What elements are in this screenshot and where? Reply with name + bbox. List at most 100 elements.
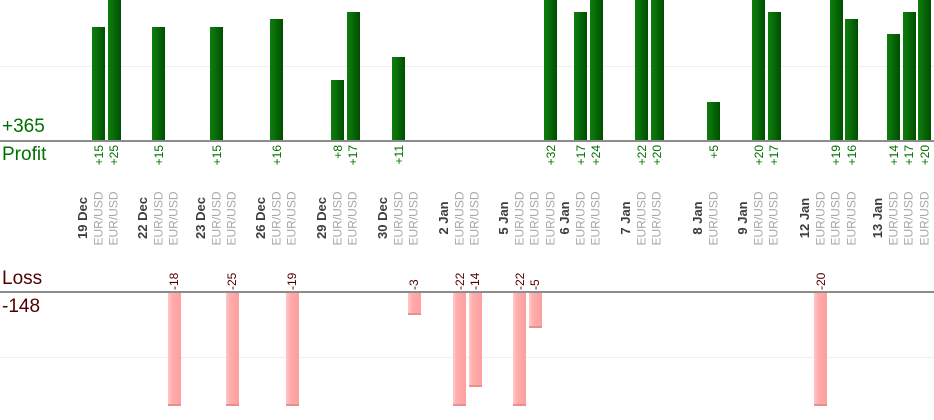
symbol-label: EUR/USD bbox=[106, 191, 121, 246]
symbol-label: EUR/USD bbox=[269, 191, 283, 246]
profit-bar bbox=[92, 27, 105, 140]
date-label: 5 Jan bbox=[496, 201, 511, 235]
bar-value-label: +15 bbox=[209, 145, 224, 166]
date-label: 9 Jan bbox=[735, 201, 750, 235]
symbol-label: EUR/USD bbox=[91, 191, 105, 246]
profit-bar bbox=[650, 0, 664, 140]
symbol-label: EUR/USD bbox=[886, 191, 900, 246]
bar-value-label: +25 bbox=[107, 145, 121, 166]
symbol-label: EUR/USD bbox=[467, 191, 482, 246]
symbol-label: EUR/USD bbox=[634, 191, 648, 246]
date-label: 19 Dec bbox=[75, 197, 90, 239]
symbol-label: EUR/USD bbox=[224, 191, 239, 246]
profit-axis-label: Profit bbox=[2, 144, 47, 165]
date-label: 13 Jan bbox=[870, 197, 885, 239]
bar-value-label: +15 bbox=[91, 145, 106, 166]
symbol-label: EUR/USD bbox=[766, 191, 781, 246]
symbol-label: EUR/USD bbox=[166, 191, 181, 246]
symbol-label: EUR/USD bbox=[901, 191, 916, 246]
profit-total: +365 bbox=[2, 116, 45, 137]
symbol-label: EUR/USD bbox=[813, 191, 827, 246]
bar-value-label: -18 bbox=[167, 272, 181, 290]
bar-value-label: +16 bbox=[269, 145, 284, 166]
bar-value-label: +15 bbox=[151, 145, 166, 166]
date-label: 30 Dec bbox=[375, 197, 390, 239]
loss-axis-label: Loss bbox=[2, 268, 43, 289]
bar-value-label: +8 bbox=[330, 145, 345, 159]
bar-value-label: +17 bbox=[767, 145, 781, 166]
loss-bar bbox=[528, 293, 542, 328]
symbol-label: EUR/USD bbox=[151, 191, 165, 246]
profit-bar bbox=[767, 12, 781, 140]
bar-value-label: +20 bbox=[751, 145, 766, 166]
profit-gridline bbox=[0, 66, 934, 67]
date-label: 23 Dec bbox=[193, 197, 208, 239]
bar-value-label: -14 bbox=[468, 272, 482, 290]
symbol-label: EUR/USD bbox=[844, 191, 858, 246]
profit-bar bbox=[270, 19, 283, 140]
profit-bar bbox=[331, 80, 344, 140]
loss-bar bbox=[167, 293, 181, 406]
profit-bar bbox=[346, 12, 360, 140]
loss-bar bbox=[513, 293, 526, 406]
profit-bar bbox=[752, 0, 765, 140]
bar-value-label: +16 bbox=[844, 145, 859, 166]
profit-bar bbox=[918, 0, 931, 140]
date-label: 8 Jan bbox=[690, 201, 705, 235]
loss-bar bbox=[453, 293, 466, 406]
date-label: 2 Jan bbox=[436, 201, 451, 235]
profit-bar bbox=[887, 34, 900, 140]
profit-bar bbox=[152, 27, 165, 140]
symbol-label: EUR/USD bbox=[512, 191, 526, 246]
bar-value-label: +19 bbox=[829, 145, 843, 166]
symbol-label: EUR/USD bbox=[751, 191, 765, 246]
symbol-label: EUR/USD bbox=[452, 191, 466, 246]
bar-value-label: +17 bbox=[902, 145, 916, 166]
loss-bar bbox=[407, 293, 421, 315]
profit-bar bbox=[392, 57, 405, 140]
profit-bar bbox=[707, 102, 720, 140]
loss-bar bbox=[225, 293, 239, 406]
bar-value-label: +24 bbox=[589, 145, 603, 166]
loss-bar bbox=[814, 293, 827, 406]
symbol-label: EUR/USD bbox=[406, 191, 421, 246]
bar-value-label: +32 bbox=[543, 145, 558, 166]
profit-bar bbox=[829, 0, 843, 140]
symbol-label: EUR/USD bbox=[345, 191, 360, 246]
loss-gridline bbox=[0, 357, 934, 358]
loss-baseline bbox=[0, 291, 934, 293]
date-label: 29 Dec bbox=[314, 197, 329, 239]
date-label: 12 Jan bbox=[797, 197, 812, 239]
bar-value-label: -22 bbox=[512, 272, 527, 290]
profit-bar bbox=[902, 12, 916, 140]
symbol-label: EUR/USD bbox=[527, 191, 542, 246]
bar-value-label: -20 bbox=[813, 272, 828, 290]
profit-bar bbox=[107, 0, 121, 140]
profit-bar bbox=[210, 27, 223, 140]
symbol-label: EUR/USD bbox=[828, 191, 843, 246]
symbol-label: EUR/USD bbox=[330, 191, 344, 246]
bar-value-label: -25 bbox=[225, 272, 239, 290]
symbol-label: EUR/USD bbox=[917, 191, 931, 246]
symbol-label: EUR/USD bbox=[649, 191, 664, 246]
date-label: 26 Dec bbox=[253, 197, 268, 239]
loss-bar bbox=[285, 293, 299, 406]
bar-value-label: +20 bbox=[917, 145, 932, 166]
profit-bar bbox=[635, 0, 648, 140]
profit-bar bbox=[574, 12, 587, 140]
bar-value-label: +20 bbox=[650, 145, 664, 166]
symbol-label: EUR/USD bbox=[706, 191, 720, 246]
date-label: 7 Jan bbox=[618, 201, 633, 235]
loss-bar bbox=[468, 293, 482, 387]
loss-total: -148 bbox=[2, 296, 41, 317]
bar-value-label: +17 bbox=[346, 145, 360, 166]
date-label: 6 Jan bbox=[557, 201, 572, 235]
symbol-label: EUR/USD bbox=[284, 191, 299, 246]
bar-value-label: +11 bbox=[391, 145, 406, 165]
symbol-label: EUR/USD bbox=[588, 191, 603, 246]
bar-value-label: +17 bbox=[573, 145, 588, 166]
bar-value-label: -22 bbox=[452, 272, 467, 290]
profit-bar bbox=[845, 19, 858, 140]
profit-baseline bbox=[0, 140, 934, 142]
